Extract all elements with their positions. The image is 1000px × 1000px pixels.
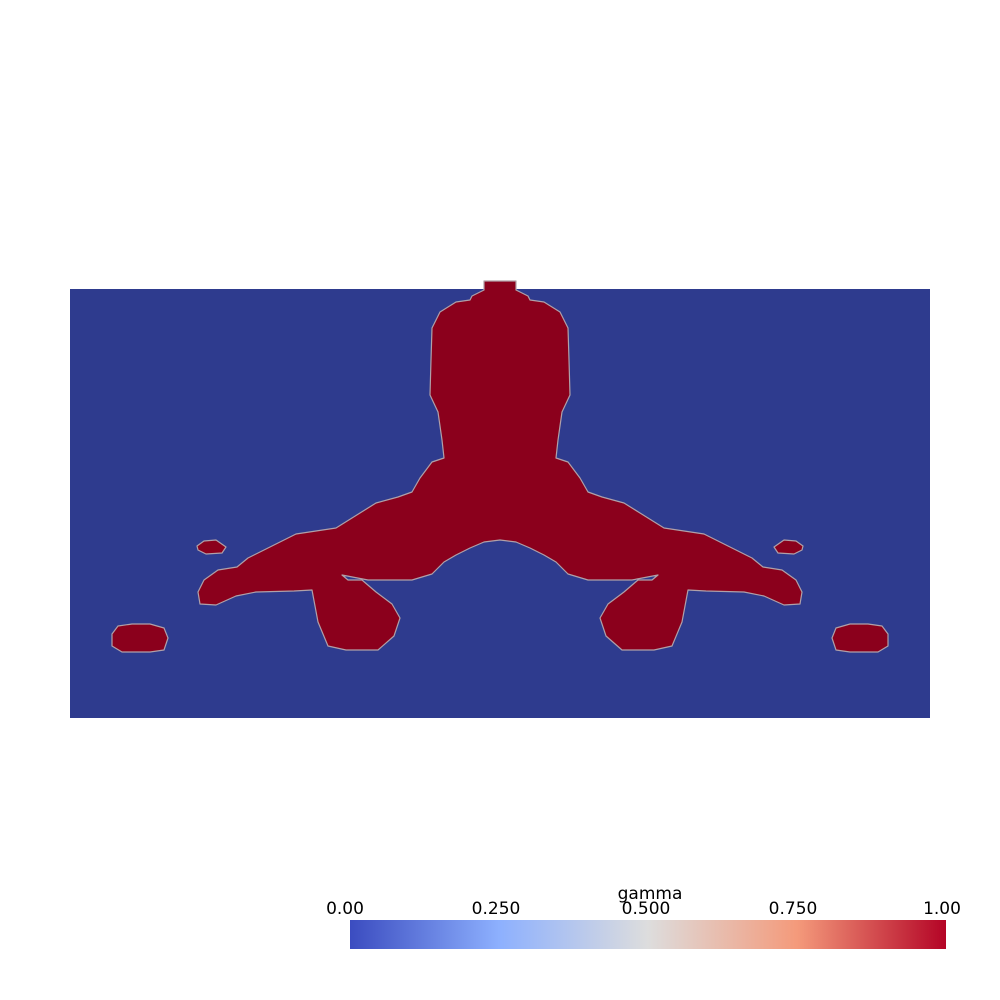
material-island-right-upper	[773, 539, 804, 555]
material-island-left-upper	[196, 539, 227, 555]
colorbar-tick-1: 0.250	[471, 899, 521, 919]
material-island-right-lower	[831, 623, 889, 653]
colorbar-tick-3: 0.750	[768, 899, 818, 919]
material-region	[111, 280, 889, 653]
colorbar-title: gamma	[617, 884, 683, 904]
material-main-body	[197, 280, 803, 651]
colorbar-tick-2: 0.500	[621, 899, 671, 919]
material-island-left-lower	[111, 623, 169, 653]
colorbar-tick-0: 0.00	[326, 899, 364, 919]
colorbar-tick-4: 1.00	[923, 899, 961, 919]
colorbar-gradient	[350, 920, 946, 949]
